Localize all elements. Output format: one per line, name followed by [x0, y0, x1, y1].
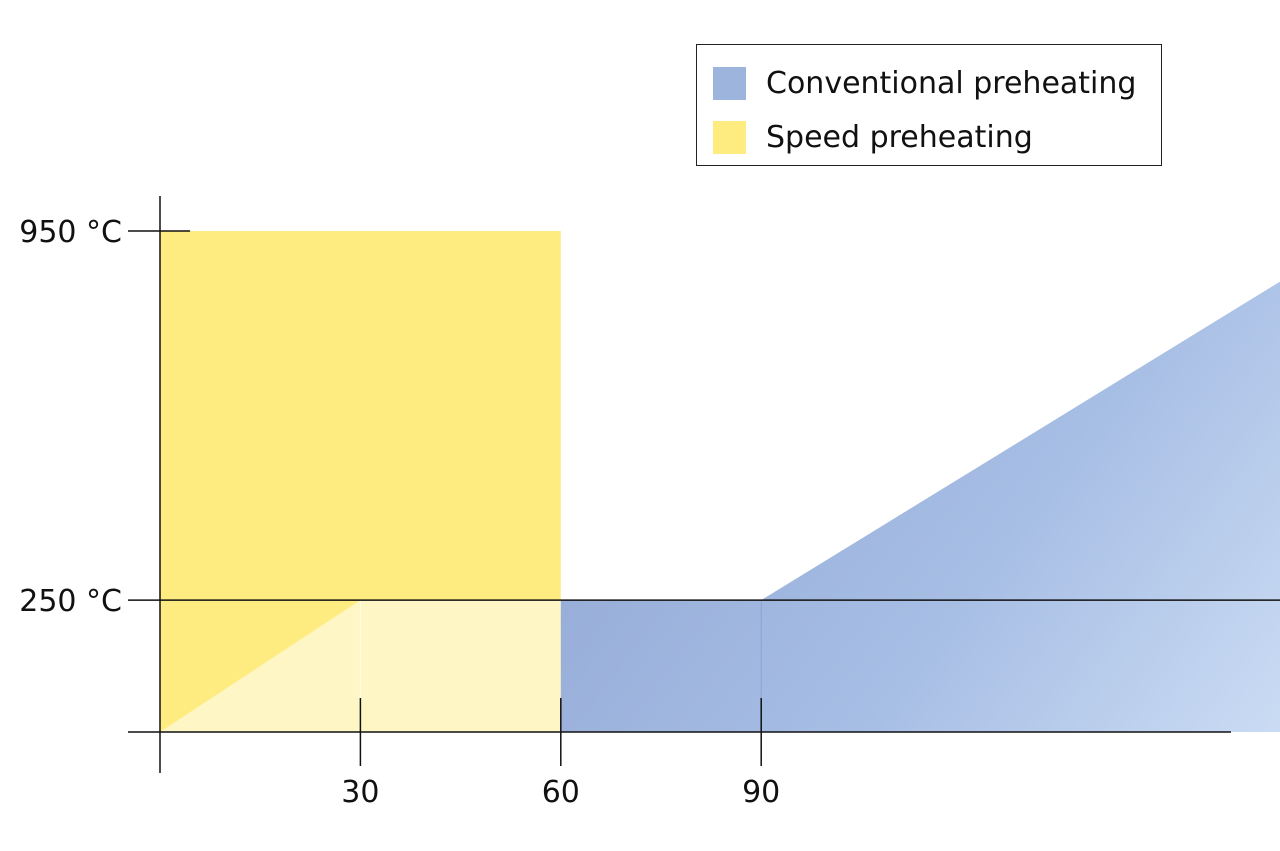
- legend-label-speed: Speed preheating: [766, 119, 1033, 155]
- x-tick-label-30: 30: [341, 775, 379, 810]
- legend-item-speed: Speed preheating: [713, 117, 1033, 157]
- y-tick-label-250: 250 °C: [19, 584, 122, 619]
- x-tick-label-60: 60: [542, 775, 580, 810]
- x-tick-label-90: 90: [742, 775, 780, 810]
- legend: Conventional preheating Speed preheating: [696, 44, 1162, 166]
- series-area-conventional-preheating: [560, 281, 1280, 732]
- legend-label-conventional: Conventional preheating: [766, 65, 1137, 101]
- y-tick-label-950: 950 °C: [19, 215, 122, 250]
- legend-swatch-speed: [713, 120, 746, 154]
- legend-swatch-conventional: [713, 66, 746, 100]
- legend-item-conventional: Conventional preheating: [713, 63, 1136, 103]
